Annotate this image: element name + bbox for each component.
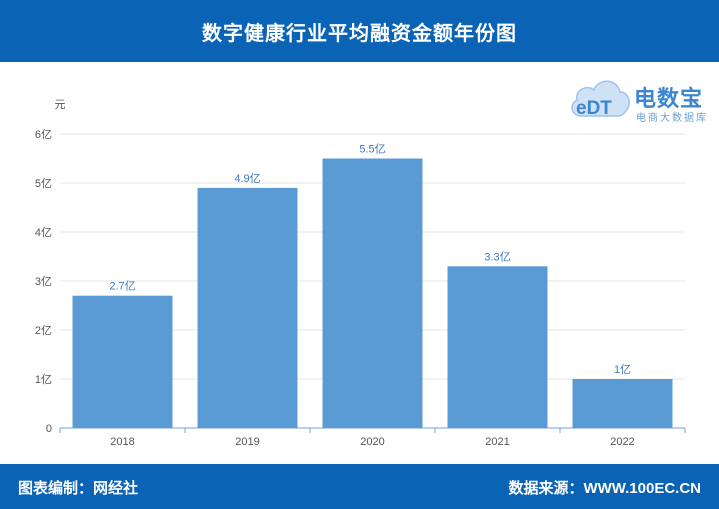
- cloud-logo-icon: eDT: [571, 80, 630, 119]
- x-tick-label: 2021: [485, 436, 509, 448]
- logo-brand: 电数宝: [634, 86, 704, 111]
- y-tick-label: 1亿: [35, 373, 52, 386]
- edt-logo: eDT 电数宝 电商大数据库: [567, 68, 717, 128]
- data-label: 2.7亿: [109, 280, 135, 293]
- x-tick-label: 2022: [610, 436, 634, 448]
- bar: [572, 379, 673, 428]
- data-label: 5.5亿: [359, 143, 385, 156]
- y-tick-label: 0: [46, 423, 52, 435]
- data-label: 1亿: [614, 363, 631, 376]
- logo-tagline: 电商大数据库: [636, 113, 708, 124]
- chart-header: 数字健康行业平均融资金额年份图: [0, 0, 719, 62]
- bar: [322, 158, 423, 428]
- footer-credit: 图表编制：网经社: [18, 480, 139, 497]
- bar: [447, 266, 548, 428]
- x-tick-label: 2020: [360, 436, 384, 448]
- y-axis-label: 元: [55, 99, 66, 111]
- footer-source: 数据来源：WWW.100EC.CN: [508, 480, 701, 497]
- logo-mark-text: eDT: [576, 98, 612, 119]
- bar-chart: 0 1亿 2亿 3亿 4亿 5亿 6亿 元 2.7亿 2018 4.9亿 2019 5.5亿 2020 3.…: [35, 99, 686, 448]
- data-label: 4.9亿: [234, 172, 260, 185]
- bar: [197, 187, 298, 428]
- y-tick-label: 6亿: [35, 128, 52, 141]
- y-tick-label: 5亿: [35, 177, 52, 190]
- x-tick-label: 2018: [110, 436, 134, 448]
- y-tick-label: 3亿: [35, 275, 52, 288]
- bar: [72, 295, 173, 428]
- chart-footer: 图表编制：网经社 数据来源：WWW.100EC.CN: [0, 464, 719, 509]
- y-tick-label: 2亿: [35, 324, 52, 337]
- chart-title: 数字健康行业平均融资金额年份图: [202, 22, 517, 45]
- x-tick-label: 2019: [235, 436, 259, 448]
- y-tick-label: 4亿: [35, 226, 52, 239]
- data-label: 3.3亿: [484, 250, 510, 263]
